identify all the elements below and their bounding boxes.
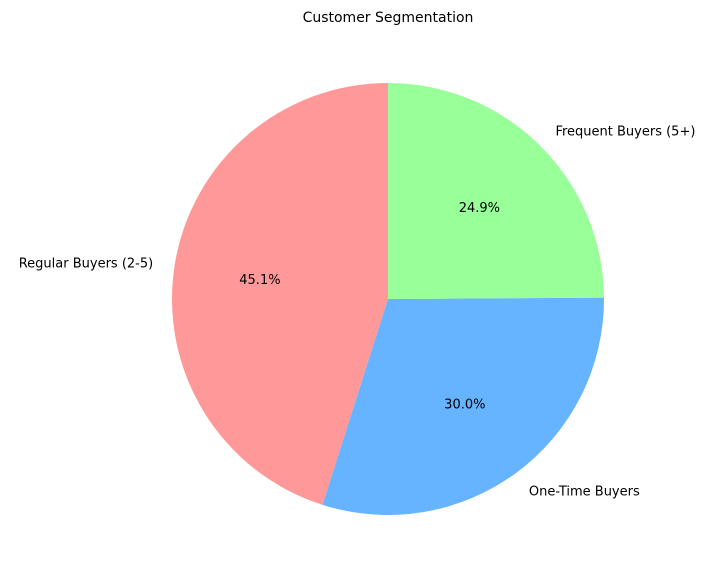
slice-label-1: One-Time Buyers [529,484,640,499]
pie-slice-2 [388,83,604,299]
slice-percent-0: 45.1% [239,273,280,288]
slice-label-2: Frequent Buyers (5+) [555,124,695,139]
pie-slice-1 [322,297,605,515]
slice-percent-1: 30.0% [444,397,485,412]
slice-label-0: Regular Buyers (2-5) [19,257,153,272]
pie-labels: Regular Buyers (2-5) 45.1% One-Time Buyers… [19,124,696,499]
slice-percent-2: 24.9% [459,201,500,216]
pie-slices [172,83,605,515]
chart-title: Customer Segmentation [303,10,474,26]
pie-slice-0 [172,83,388,505]
